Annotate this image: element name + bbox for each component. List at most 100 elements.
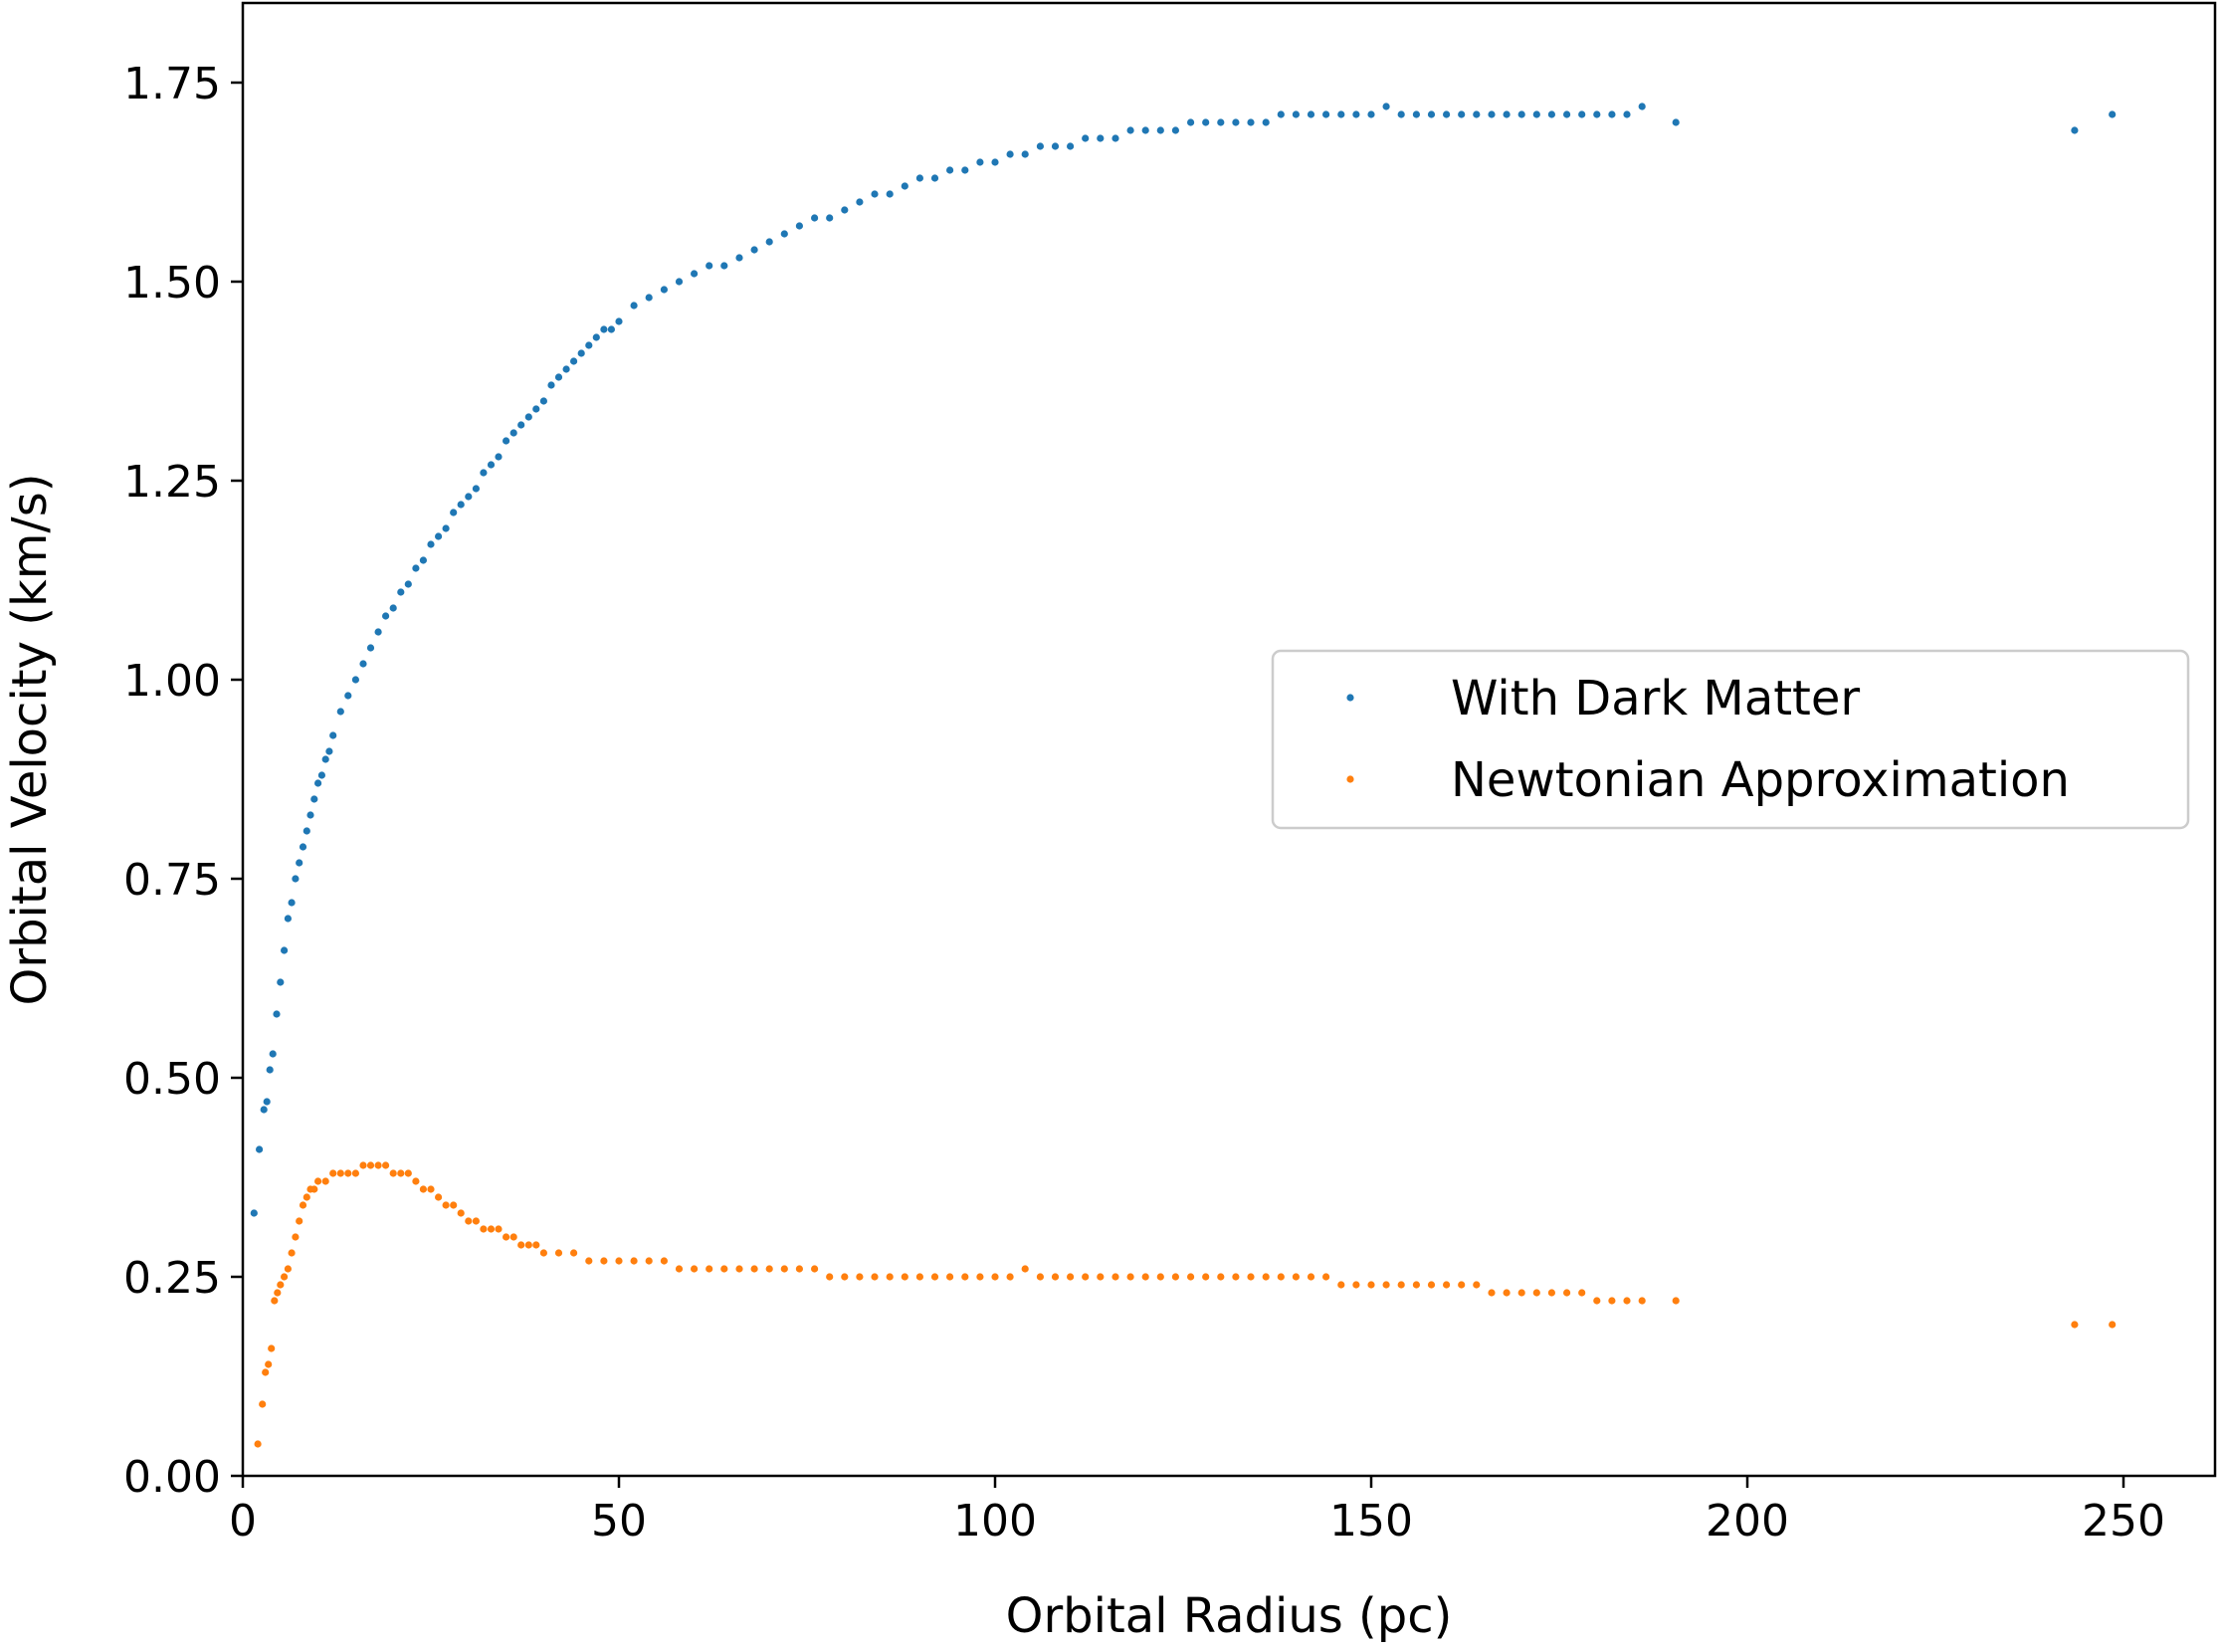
data-point [1307,1273,1315,1281]
data-point [795,1265,804,1273]
data-point [457,1209,465,1217]
data-point [577,349,585,357]
data-point [1382,1281,1390,1289]
legend-marker [1346,694,1354,702]
data-point [1547,110,1555,118]
x-tick-label: 0 [229,1496,257,1547]
data-point [442,524,450,532]
data-point [675,1265,684,1273]
data-point [450,1201,458,1209]
data-point [1082,134,1090,142]
data-point [1217,118,1225,126]
y-tick-label: 1.25 [123,457,221,508]
data-point [1141,126,1149,134]
data-point [592,333,600,341]
data-point [750,246,758,254]
data-point [1397,1281,1405,1289]
data-point [1488,110,1496,118]
data-point [284,915,292,923]
data-point [271,1297,279,1305]
data-point [1672,1297,1680,1305]
data-point [1397,110,1405,118]
data-point [256,1145,264,1153]
y-tick-label: 0.25 [123,1253,221,1304]
data-point [554,373,563,381]
data-point [389,1169,397,1177]
data-point [886,1273,894,1281]
data-point [1202,1273,1210,1281]
data-point [1578,1289,1586,1297]
data-point [547,381,555,389]
data-point [856,198,864,206]
x-axis-label: Orbital Radius (pc) [1006,1588,1453,1644]
data-point [1352,110,1360,118]
data-point [539,1249,548,1257]
data-point [254,1440,262,1448]
data-point [465,1217,473,1225]
data-point [607,325,616,333]
data-point [1021,150,1029,158]
data-point [946,166,954,174]
data-point [503,437,510,445]
data-point [630,1257,638,1265]
data-point [660,286,669,294]
data-point [450,509,458,516]
data-point [1563,1289,1571,1297]
data-point [1051,142,1060,150]
legend-label: With Dark Matter [1451,671,1860,726]
series-1 [254,1161,2117,1448]
data-point [465,493,473,501]
data-point [404,1169,412,1177]
data-point [1322,110,1330,118]
data-point [1187,118,1195,126]
data-point [2071,126,2079,134]
data-point [284,1265,292,1273]
data-point [1067,142,1075,150]
data-point [2109,1321,2117,1329]
data-point [260,1106,268,1114]
data-point [1337,1281,1345,1289]
data-point [1427,110,1436,118]
data-point [524,413,532,421]
data-point [1247,118,1255,126]
data-point [826,1273,834,1281]
data-point [1608,1297,1616,1305]
data-point [321,1177,329,1185]
data-point [1232,1273,1240,1281]
data-point [274,1289,282,1297]
data-point [1608,110,1616,118]
data-point [1247,1273,1255,1281]
data-point [495,453,503,461]
data-point [1322,1273,1330,1281]
data-point [645,1257,653,1265]
x-tick-label: 100 [953,1496,1037,1547]
data-point [1503,110,1511,118]
data-point [288,1249,296,1257]
data-point [841,1273,849,1281]
data-point [1488,1289,1496,1297]
legend-label: Newtonian Approximation [1451,752,2070,808]
data-point [1578,110,1586,118]
data-point [366,644,375,652]
data-point [419,1185,427,1193]
data-point [871,190,879,198]
data-point [495,1225,503,1233]
data-point [487,1225,496,1233]
data-point [811,214,819,222]
data-point [1171,126,1179,134]
x-tick-label: 50 [591,1496,647,1547]
data-point [1126,126,1134,134]
data-point [268,1344,276,1352]
data-point [706,262,713,270]
data-point [296,859,303,867]
data-point [1082,1273,1090,1281]
data-point [961,166,969,174]
data-point [570,1249,578,1257]
data-point [382,1161,390,1169]
data-point [266,1066,274,1074]
data-point [419,556,427,564]
legend-marker [1346,775,1354,783]
data-point [1171,1273,1179,1281]
data-point [262,1368,270,1376]
data-point [750,1265,758,1273]
